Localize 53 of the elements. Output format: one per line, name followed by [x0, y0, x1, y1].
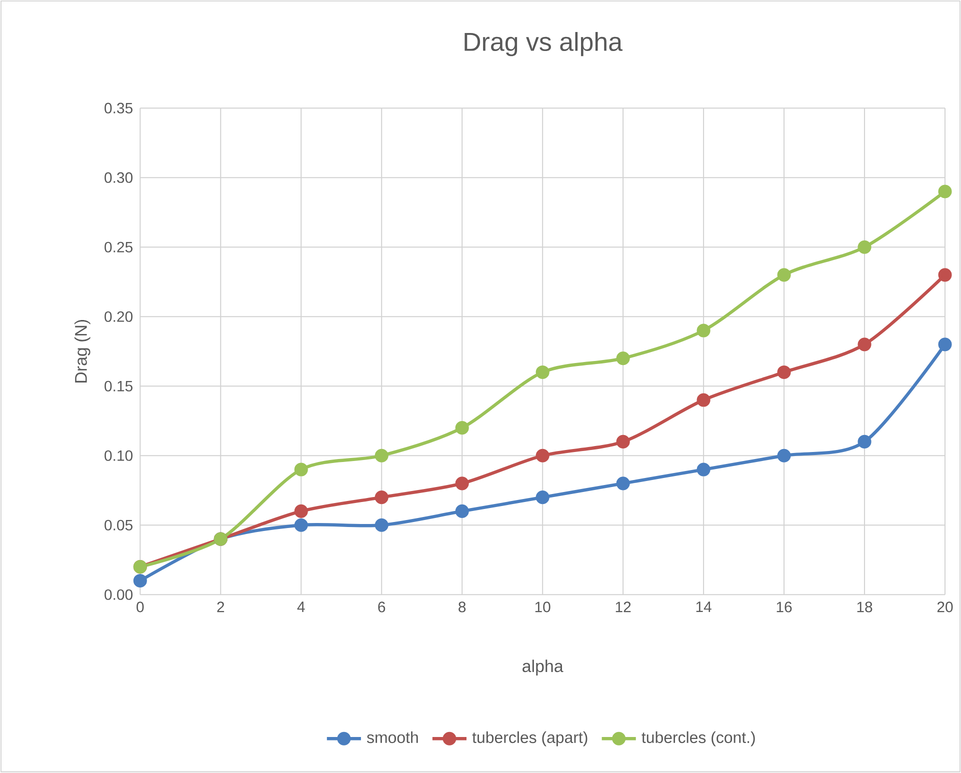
point: [616, 352, 630, 366]
y-tick-label: 0.30: [104, 172, 133, 184]
point: [616, 435, 630, 449]
legend-label: smooth: [366, 731, 418, 744]
x-tick-label: 2: [217, 602, 224, 612]
point: [616, 476, 630, 490]
point: [374, 518, 388, 532]
x-tick-label: 0: [136, 602, 144, 612]
point: [455, 421, 469, 435]
point: [777, 448, 791, 462]
legend-label: tubercles (cont.): [642, 731, 755, 746]
point: [374, 448, 388, 462]
y-tick-label: 0.10: [104, 450, 133, 462]
x-tick-label: 12: [616, 602, 631, 612]
y-tick-label: 0.35: [104, 102, 132, 114]
point: [536, 490, 550, 504]
x-tick-label: 8: [458, 602, 466, 612]
point: [858, 435, 872, 449]
point: [374, 490, 388, 504]
point: [777, 366, 791, 380]
x-tick-label: 6: [378, 602, 386, 612]
point: [696, 393, 710, 407]
y-tick-label: 0.20: [104, 311, 133, 322]
point: [938, 338, 952, 352]
x-tick-label: 14: [696, 602, 712, 612]
point: [858, 240, 872, 254]
point: [294, 504, 308, 518]
y-tick-label: 0.25: [104, 242, 132, 253]
x-axis-title: alpha: [522, 660, 564, 676]
x-tick-label: 16: [776, 602, 792, 612]
x-tick-label: 18: [857, 602, 872, 612]
y-axis-title: Drag (N): [74, 320, 90, 383]
x-tick-label: 4: [297, 602, 305, 612]
point: [294, 462, 308, 476]
point: [536, 366, 550, 380]
point: [696, 462, 710, 476]
point: [536, 448, 550, 462]
point: [938, 184, 952, 198]
y-tick-label: 0.00: [104, 589, 133, 600]
point: [294, 518, 308, 532]
legend-label: tubercles (apart): [472, 731, 588, 746]
point: [696, 324, 710, 338]
y-tick-label: 0.15: [104, 380, 132, 392]
y-tick-label: 0.05: [104, 520, 132, 531]
x-tick-label: 10: [535, 602, 550, 612]
point: [938, 268, 952, 282]
point: [455, 504, 469, 518]
point: [777, 268, 791, 282]
point: [133, 574, 147, 588]
x-tick-label: 20: [937, 602, 953, 612]
point: [858, 338, 872, 352]
point: [455, 476, 469, 490]
chart-title: Drag vs alpha: [464, 32, 623, 56]
